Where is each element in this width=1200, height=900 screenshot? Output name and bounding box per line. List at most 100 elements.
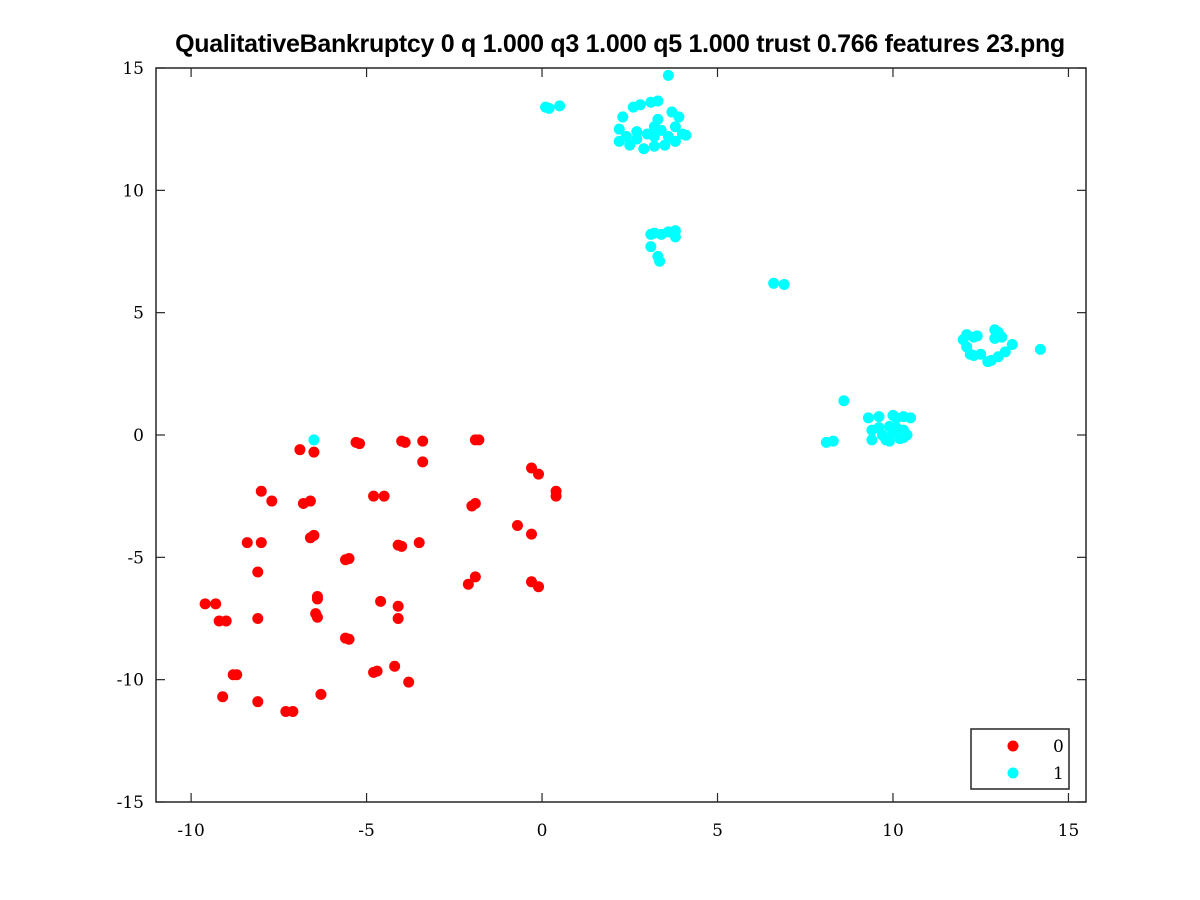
series-1-point <box>669 231 681 243</box>
series-1-point <box>617 111 629 123</box>
series-1-point <box>648 140 660 152</box>
series-1-point <box>1006 338 1018 350</box>
series-1-point <box>631 133 643 145</box>
series-0-point <box>311 593 323 605</box>
series-1-point <box>669 135 681 147</box>
series-0-point <box>241 537 253 549</box>
series-1-point <box>652 113 664 125</box>
legend-marker-0 <box>1007 740 1019 752</box>
x-tick-label: 15 <box>1058 821 1080 841</box>
x-tick-label: 5 <box>712 821 723 841</box>
series-1-point <box>659 139 671 151</box>
series-1-point <box>866 434 878 446</box>
series-0-point <box>392 613 404 624</box>
series-0-point <box>294 444 306 456</box>
series-1-point <box>999 346 1011 358</box>
series-1-point <box>634 99 646 111</box>
series-0-point <box>252 696 264 708</box>
x-tick-label: 0 <box>537 821 548 841</box>
series-0-point <box>378 490 390 502</box>
y-tick-label: -10 <box>117 671 144 691</box>
series-1-point <box>876 429 888 441</box>
series-1-point <box>1034 343 1046 355</box>
series-1-point <box>543 102 555 114</box>
series-0-point <box>375 595 387 607</box>
series-1-point <box>662 69 674 81</box>
series-0-point <box>217 691 229 703</box>
chart-title: QualitativeBankruptcy 0 q 1.000 q3 1.000… <box>175 30 1065 58</box>
series-1-point <box>873 411 885 423</box>
legend-box <box>970 728 1070 790</box>
series-0-point <box>526 528 538 540</box>
series-1-point <box>838 395 850 407</box>
series-1-point <box>652 95 664 107</box>
series-0-point <box>308 446 320 458</box>
series-1-point <box>654 255 666 267</box>
series-0-point <box>255 537 267 549</box>
series-1-point <box>669 121 681 133</box>
series-1-point <box>308 434 320 446</box>
legend-marker-1 <box>1007 767 1019 779</box>
series-0-point <box>403 676 415 688</box>
series-1-point <box>613 123 625 135</box>
series-0-point <box>417 435 429 447</box>
x-tick-label: 10 <box>882 821 904 841</box>
y-tick-label: -5 <box>127 548 144 568</box>
legend-label-1: 1 <box>1053 764 1064 784</box>
series-1-point <box>680 129 692 141</box>
series-0-point <box>266 495 278 507</box>
y-tick-label: 0 <box>133 426 144 446</box>
series-0-point <box>315 688 327 700</box>
series-0-point <box>231 669 243 681</box>
x-tick-label: -5 <box>358 821 375 841</box>
series-0-point <box>199 598 211 610</box>
series-0-point <box>511 520 523 532</box>
series-0-point <box>354 438 366 450</box>
series-0-point <box>252 566 264 578</box>
series-0-point <box>392 600 404 612</box>
series-1-point <box>778 279 790 291</box>
y-tick-label: 15 <box>122 59 144 79</box>
y-tick-label: 10 <box>122 181 144 201</box>
y-tick-label: -15 <box>117 793 144 813</box>
series-0-point <box>308 529 320 541</box>
series-0-point <box>533 468 545 480</box>
series-1-point <box>862 412 874 424</box>
series-1-point <box>768 277 780 289</box>
series-1-point <box>645 241 657 253</box>
series-1-point <box>905 412 917 424</box>
series-0-point <box>252 613 264 624</box>
series-1-point <box>673 111 685 123</box>
series-0-point <box>396 540 408 552</box>
series-0-point <box>550 490 562 502</box>
series-1-point <box>996 331 1008 343</box>
series-0-point <box>343 553 355 565</box>
series-1-point <box>613 135 625 147</box>
series-0-point <box>343 633 355 645</box>
series-0-point <box>255 485 267 497</box>
series-0-point <box>371 665 383 677</box>
series-0-point <box>413 537 425 549</box>
series-0-point <box>469 571 481 583</box>
series-0-point <box>462 578 474 590</box>
series-1-point <box>898 431 910 443</box>
series-1-point <box>975 348 987 360</box>
series-0-point <box>368 490 380 502</box>
series-1-point <box>554 100 566 112</box>
series-1-point <box>887 427 899 439</box>
legend-label-0: 0 <box>1053 737 1064 757</box>
series-1-point <box>971 330 983 342</box>
series-1-point <box>648 131 660 143</box>
series-0-point <box>473 434 485 446</box>
series-0-point <box>389 660 401 672</box>
series-0-point <box>469 498 481 510</box>
series-0-point <box>311 611 323 623</box>
series-0-point <box>417 456 429 468</box>
series-1-point <box>827 435 839 447</box>
series-0-point <box>399 436 411 448</box>
series-0-point <box>304 495 316 507</box>
series-0-point <box>220 615 232 627</box>
x-tick-label: -10 <box>177 821 204 841</box>
